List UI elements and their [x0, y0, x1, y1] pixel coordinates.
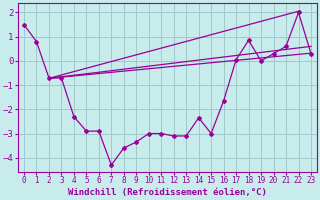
X-axis label: Windchill (Refroidissement éolien,°C): Windchill (Refroidissement éolien,°C): [68, 188, 267, 197]
